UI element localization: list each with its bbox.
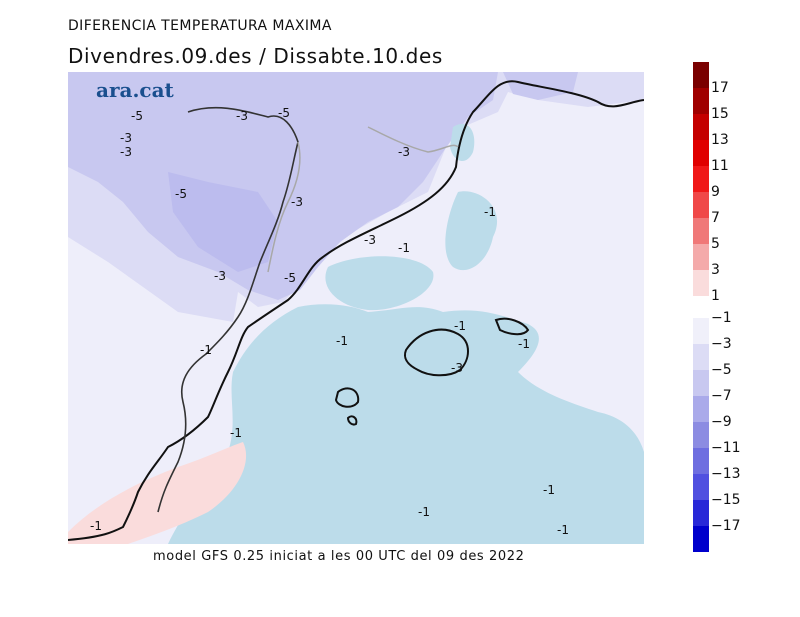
contour-label: -3 bbox=[236, 109, 248, 123]
legend-label: 5 bbox=[711, 236, 720, 252]
legend-swatch bbox=[693, 526, 709, 552]
model-footer: model GFS 0.25 iniciat a les 00 UTC del … bbox=[153, 549, 525, 564]
sea-low-area-east bbox=[445, 191, 498, 271]
legend-swatch bbox=[693, 114, 709, 140]
legend-swatch bbox=[693, 192, 709, 218]
contour-label: -1 bbox=[557, 523, 569, 537]
contour-label: -5 bbox=[131, 109, 143, 123]
legend-label: −7 bbox=[711, 388, 732, 404]
legend-label: 13 bbox=[711, 132, 729, 148]
legend-label: 11 bbox=[711, 158, 729, 174]
contour-label: -5 bbox=[278, 106, 290, 120]
contour-label: -1 bbox=[200, 343, 212, 357]
legend-label: 3 bbox=[711, 262, 720, 278]
contour-label: -5 bbox=[175, 187, 187, 201]
contour-label: -1 bbox=[484, 205, 496, 219]
contour-label: -1 bbox=[543, 483, 555, 497]
legend-swatch bbox=[693, 370, 709, 396]
legend-swatch bbox=[693, 474, 709, 500]
contour-label: -3 bbox=[291, 195, 303, 209]
legend-swatch bbox=[693, 448, 709, 474]
legend-label: −5 bbox=[711, 362, 732, 378]
border-line bbox=[157, 106, 299, 513]
legend-label: −1 bbox=[711, 310, 732, 326]
legend-swatch bbox=[693, 318, 709, 344]
mallorca-coast bbox=[404, 328, 469, 377]
legend-label: 1 bbox=[711, 288, 720, 304]
contour-label: -1 bbox=[418, 505, 430, 519]
temperature-difference-map: -5-3-5-3-3 -3-5-3-1-3-1-3 -5-1-1 -1-1-3-1-1… bbox=[68, 72, 644, 544]
formentera-coast bbox=[346, 415, 358, 426]
contour-label: -3 bbox=[120, 145, 132, 159]
sea-low-area bbox=[168, 304, 644, 544]
legend-swatch bbox=[693, 270, 709, 296]
contour-label: -3 bbox=[364, 233, 376, 247]
contour-label: -3 bbox=[451, 361, 463, 375]
legend-label: −9 bbox=[711, 414, 732, 430]
legend-swatch bbox=[693, 344, 709, 370]
contour-label: -1 bbox=[90, 519, 102, 533]
legend-swatch bbox=[693, 244, 709, 270]
map-title: Divendres.09.des / Dissabte.10.des bbox=[68, 44, 443, 68]
contour-label: -3 bbox=[398, 145, 410, 159]
legend-swatch bbox=[693, 422, 709, 448]
zone-minus5-west bbox=[168, 172, 278, 272]
contour-label: -3 bbox=[214, 269, 226, 283]
contour-label: -1 bbox=[336, 334, 348, 348]
legend-label: −11 bbox=[711, 440, 741, 456]
logo: ara.cat bbox=[96, 78, 174, 102]
legend-label: 7 bbox=[711, 210, 720, 226]
legend-swatch bbox=[693, 500, 709, 526]
legend-label: 17 bbox=[711, 80, 729, 96]
contour-label: -1 bbox=[518, 337, 530, 351]
inner-border bbox=[267, 141, 301, 273]
zone-plus1-southwest bbox=[68, 442, 247, 544]
ibiza-coast bbox=[334, 387, 360, 408]
contour-label: -1 bbox=[230, 426, 242, 440]
sea-low-area-coast bbox=[450, 123, 475, 162]
legend-label: −17 bbox=[711, 518, 741, 534]
legend-swatch bbox=[693, 218, 709, 244]
legend-swatch bbox=[693, 62, 709, 88]
legend-swatch bbox=[693, 88, 709, 114]
inner-border-2 bbox=[367, 126, 459, 153]
map-subtitle: DIFERENCIA TEMPERATURA MAXIMA bbox=[68, 18, 332, 34]
legend-label: 9 bbox=[711, 184, 720, 200]
legend-label: −15 bbox=[711, 492, 741, 508]
zone-minus5-north bbox=[68, 72, 498, 300]
legend-swatch bbox=[693, 140, 709, 166]
color-legend: 17 15 13 11 9 7 5 3 1 −1 −3 −5 −7 −9 −11 −13 −15 −17 bbox=[693, 62, 783, 557]
coastline bbox=[68, 80, 644, 541]
legend-swatch bbox=[693, 166, 709, 192]
contour-label: -1 bbox=[454, 319, 466, 333]
contour-label: -1 bbox=[398, 241, 410, 255]
contour-label: -3 bbox=[120, 131, 132, 145]
legend-label: −3 bbox=[711, 336, 732, 352]
menorca-coast bbox=[494, 317, 530, 336]
contour-label: -5 bbox=[284, 271, 296, 285]
legend-label: −13 bbox=[711, 466, 741, 482]
sea-low-area-mid bbox=[325, 256, 434, 311]
legend-label: 15 bbox=[711, 106, 729, 122]
legend-swatch bbox=[693, 396, 709, 422]
